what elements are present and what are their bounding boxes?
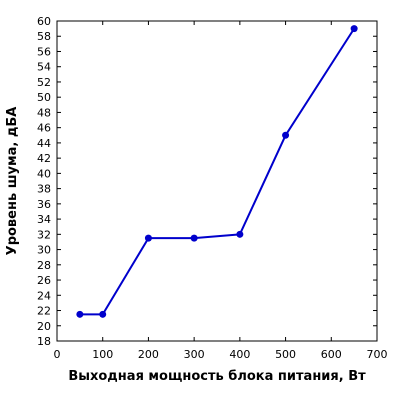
y-tick-label: 26 bbox=[37, 274, 51, 287]
x-axis-title: Выходная мощность блока питания, Вт bbox=[68, 369, 366, 384]
data-point bbox=[350, 25, 358, 33]
y-tick-label: 24 bbox=[37, 289, 51, 302]
y-tick-label: 40 bbox=[37, 167, 51, 180]
y-tick-label: 34 bbox=[37, 213, 51, 226]
y-tick-label: 56 bbox=[37, 45, 51, 58]
y-tick-label: 52 bbox=[37, 76, 51, 89]
y-tick-label: 36 bbox=[37, 198, 51, 211]
y-tick-label: 46 bbox=[37, 122, 51, 135]
y-axis-title: Уровень шума, дБА bbox=[5, 107, 20, 256]
data-point bbox=[236, 230, 244, 238]
y-tick-label: 58 bbox=[37, 30, 51, 43]
x-tick-label: 0 bbox=[54, 348, 61, 361]
y-tick-label: 44 bbox=[37, 137, 51, 150]
data-point bbox=[76, 310, 84, 318]
y-tick-label: 20 bbox=[37, 320, 51, 333]
data-point bbox=[282, 131, 290, 139]
x-tick-label: 400 bbox=[229, 348, 250, 361]
data-point bbox=[190, 234, 198, 242]
y-tick-label: 54 bbox=[37, 61, 51, 74]
y-axis-ticks: 18 20 22 24 26 28 30 32 34 36 38 40 42 44 46 48 50 52 54 56… bbox=[37, 15, 377, 348]
y-tick-label: 22 bbox=[37, 305, 51, 318]
data-point bbox=[144, 234, 152, 242]
y-tick-label: 50 bbox=[37, 91, 51, 104]
x-tick-label: 200 bbox=[138, 348, 159, 361]
x-tick-label: 700 bbox=[367, 348, 388, 361]
y-tick-label: 18 bbox=[37, 335, 51, 348]
y-tick-label: 28 bbox=[37, 259, 51, 272]
data-point bbox=[99, 310, 107, 318]
x-tick-label: 600 bbox=[321, 348, 342, 361]
series-layer bbox=[76, 25, 358, 318]
y-tick-label: 38 bbox=[37, 183, 51, 196]
x-tick-label: 100 bbox=[92, 348, 113, 361]
x-tick-label: 300 bbox=[184, 348, 205, 361]
x-tick-label: 500 bbox=[275, 348, 296, 361]
y-tick-label: 42 bbox=[37, 152, 51, 165]
x-axis-ticks: 0 100 200 300 400 500 600 700 bbox=[54, 21, 388, 361]
y-tick-label: 32 bbox=[37, 228, 51, 241]
y-tick-label: 48 bbox=[37, 106, 51, 119]
y-tick-label: 30 bbox=[37, 244, 51, 257]
y-tick-label: 60 bbox=[37, 15, 51, 28]
